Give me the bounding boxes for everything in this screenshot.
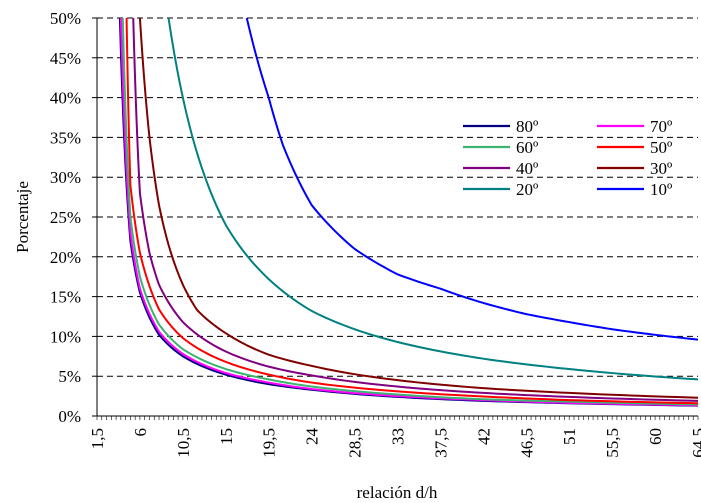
legend-label: 80º bbox=[516, 117, 538, 136]
y-tick-label: 45% bbox=[50, 49, 81, 68]
x-tick-label: 19,5 bbox=[260, 428, 279, 458]
series-line-2 bbox=[119, 18, 698, 407]
y-tick-label: 10% bbox=[50, 327, 81, 346]
x-tick-label: 37,5 bbox=[431, 428, 450, 458]
y-tick-label: 30% bbox=[50, 168, 81, 187]
legend-label: 10º bbox=[650, 180, 672, 199]
series-line-5 bbox=[132, 18, 698, 402]
x-tick-label: 46,5 bbox=[517, 428, 536, 458]
y-tick-label: 0% bbox=[58, 407, 81, 426]
x-tick-label: 1,5 bbox=[88, 428, 107, 449]
y-tick-label: 5% bbox=[58, 367, 81, 386]
y-tick-label: 15% bbox=[50, 288, 81, 307]
x-tick-label: 55,5 bbox=[603, 428, 622, 458]
x-tick-label: 51 bbox=[560, 428, 579, 445]
x-tick-label: 6 bbox=[131, 428, 150, 437]
tick-labels: 0% 5% 10% 15% 20% 25% 30% 35% 40% 45% 50% 1,5 6 10,5 1… bbox=[50, 9, 701, 458]
x-tick-label: 42 bbox=[474, 428, 493, 445]
y-tick-label: 50% bbox=[50, 9, 81, 28]
y-tick-label: 40% bbox=[50, 89, 81, 108]
x-tick-label: 10,5 bbox=[174, 428, 193, 458]
legend-label: 50º bbox=[650, 138, 672, 157]
x-tick-label: 64,5 bbox=[689, 428, 701, 458]
gridlines bbox=[97, 17, 698, 377]
series-line-6 bbox=[138, 18, 698, 399]
series-line-8 bbox=[245, 18, 698, 341]
x-tick-label: 60 bbox=[646, 428, 665, 445]
x-axis-title: relación d/h bbox=[357, 483, 438, 502]
legend-label: 70º bbox=[650, 117, 672, 136]
y-tick-label: 25% bbox=[50, 208, 81, 227]
series-line-7 bbox=[167, 18, 698, 381]
series-line-1 bbox=[118, 18, 698, 407]
y-tick-label: 20% bbox=[50, 248, 81, 267]
x-tick-label: 33 bbox=[389, 428, 408, 445]
legend-label: 20º bbox=[516, 180, 538, 199]
y-tick-label: 35% bbox=[50, 128, 81, 147]
y-axis-title: Porcentaje bbox=[13, 181, 32, 253]
x-tick-label: 15 bbox=[217, 428, 236, 445]
legend: 80º 70º 60º 50º 40º 30º 20º 10º bbox=[463, 117, 672, 199]
x-tick-label: 28,5 bbox=[346, 428, 365, 458]
legend-label: 40º bbox=[516, 159, 538, 178]
series-lines bbox=[118, 18, 698, 407]
x-tick-label: 24 bbox=[303, 428, 322, 446]
axes bbox=[92, 17, 699, 420]
series-line-4 bbox=[125, 18, 698, 405]
series-line-3 bbox=[121, 18, 698, 406]
legend-label: 60º bbox=[516, 138, 538, 157]
legend-label: 30º bbox=[650, 159, 672, 178]
